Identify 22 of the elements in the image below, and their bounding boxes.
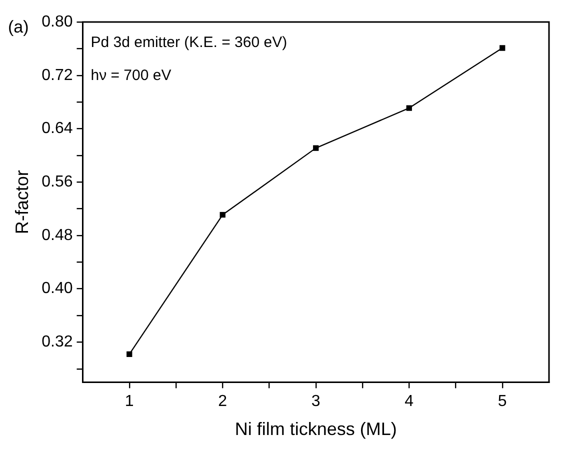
y-tick-label: 0.40	[42, 280, 73, 298]
y-tick-label: 0.56	[42, 173, 73, 190]
x-tick-label: 5	[498, 393, 507, 410]
y-tick-label: 0.32	[42, 334, 73, 351]
text: (a)	[8, 18, 29, 37]
y-tick-label: 0.80	[42, 13, 73, 30]
x-tick-label: 4	[404, 393, 414, 410]
annotation: Pd 3d emitter (K.E. = 360 eV)	[90, 34, 288, 52]
point	[313, 145, 319, 151]
point	[406, 105, 412, 111]
y-tick-label: 0.64	[42, 120, 73, 138]
x-tick-label: 3	[311, 393, 320, 410]
x-tick-label: 1	[124, 393, 134, 410]
y-tick-label: 0.72	[42, 66, 73, 84]
point	[220, 212, 226, 218]
x-axis-title: Ni film tickness (ML)	[234, 419, 397, 440]
point	[500, 45, 506, 51]
y-tick-label: 0.48	[42, 226, 73, 244]
point	[126, 351, 132, 358]
annotation: hν = 700 eV	[90, 67, 172, 84]
y-axis-title: R-factor	[12, 170, 32, 234]
x-tick-label: 2	[218, 393, 228, 410]
